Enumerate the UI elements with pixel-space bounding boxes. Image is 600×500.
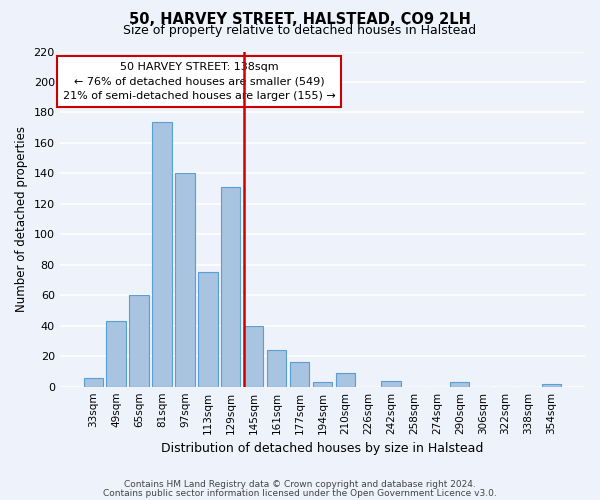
Bar	[382, 380, 401, 386]
Bar	[313, 382, 332, 386]
X-axis label: Distribution of detached houses by size in Halstead: Distribution of detached houses by size …	[161, 442, 484, 455]
Bar	[450, 382, 469, 386]
Bar	[244, 326, 263, 386]
Bar	[198, 272, 218, 386]
Bar	[175, 174, 194, 386]
Text: 50, HARVEY STREET, HALSTEAD, CO9 2LH: 50, HARVEY STREET, HALSTEAD, CO9 2LH	[129, 12, 471, 26]
Y-axis label: Number of detached properties: Number of detached properties	[15, 126, 28, 312]
Bar	[267, 350, 286, 387]
Text: Size of property relative to detached houses in Halstead: Size of property relative to detached ho…	[124, 24, 476, 37]
Text: 50 HARVEY STREET: 138sqm
← 76% of detached houses are smaller (549)
21% of semi-: 50 HARVEY STREET: 138sqm ← 76% of detach…	[62, 62, 335, 101]
Bar	[290, 362, 309, 386]
Text: Contains public sector information licensed under the Open Government Licence v3: Contains public sector information licen…	[103, 488, 497, 498]
Bar	[152, 122, 172, 386]
Bar	[130, 296, 149, 386]
Bar	[83, 378, 103, 386]
Bar	[106, 321, 126, 386]
Bar	[335, 373, 355, 386]
Bar	[221, 187, 241, 386]
Bar	[542, 384, 561, 386]
Text: Contains HM Land Registry data © Crown copyright and database right 2024.: Contains HM Land Registry data © Crown c…	[124, 480, 476, 489]
